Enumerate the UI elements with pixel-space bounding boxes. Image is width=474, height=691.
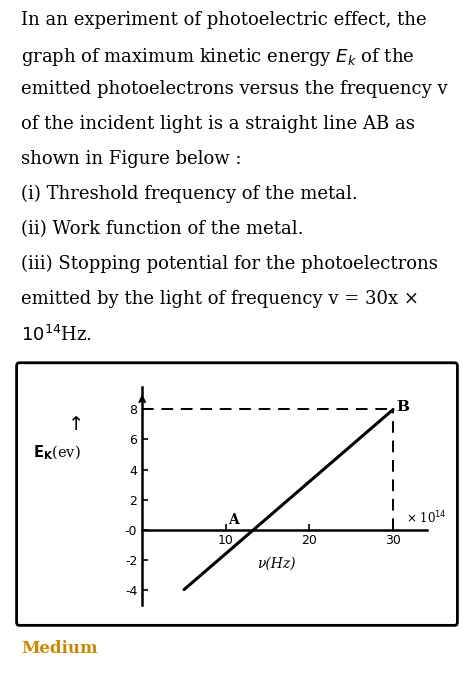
Text: $\times$ 10$^{14}$: $\times$ 10$^{14}$ [406, 509, 447, 526]
Text: $\mathbf{E_K}$(ev): $\mathbf{E_K}$(ev) [33, 444, 81, 462]
Text: (ii) Work function of the metal.: (ii) Work function of the metal. [21, 220, 304, 238]
Text: $10^{14}$Hz.: $10^{14}$Hz. [21, 325, 92, 345]
Text: of the incident light is a straight line AB as: of the incident light is a straight line… [21, 115, 415, 133]
Text: Medium: Medium [21, 640, 98, 657]
Text: $\uparrow$: $\uparrow$ [64, 416, 82, 434]
Text: shown in Figure below :: shown in Figure below : [21, 150, 242, 168]
Text: In an experiment of photoelectric effect, the: In an experiment of photoelectric effect… [21, 11, 427, 29]
Text: B: B [396, 400, 410, 414]
Text: (i) Threshold frequency of the metal.: (i) Threshold frequency of the metal. [21, 185, 358, 203]
Text: A: A [228, 513, 239, 527]
Text: ν(Hz): ν(Hz) [257, 556, 295, 571]
Text: emitted by the light of frequency v = 30x ×: emitted by the light of frequency v = 30… [21, 290, 419, 307]
Text: graph of maximum kinetic energy $E_k$ of the: graph of maximum kinetic energy $E_k$ of… [21, 46, 415, 68]
Text: (iii) Stopping potential for the photoelectrons: (iii) Stopping potential for the photoel… [21, 255, 438, 273]
Text: emitted photoelectrons versus the frequency v: emitted photoelectrons versus the freque… [21, 80, 448, 99]
